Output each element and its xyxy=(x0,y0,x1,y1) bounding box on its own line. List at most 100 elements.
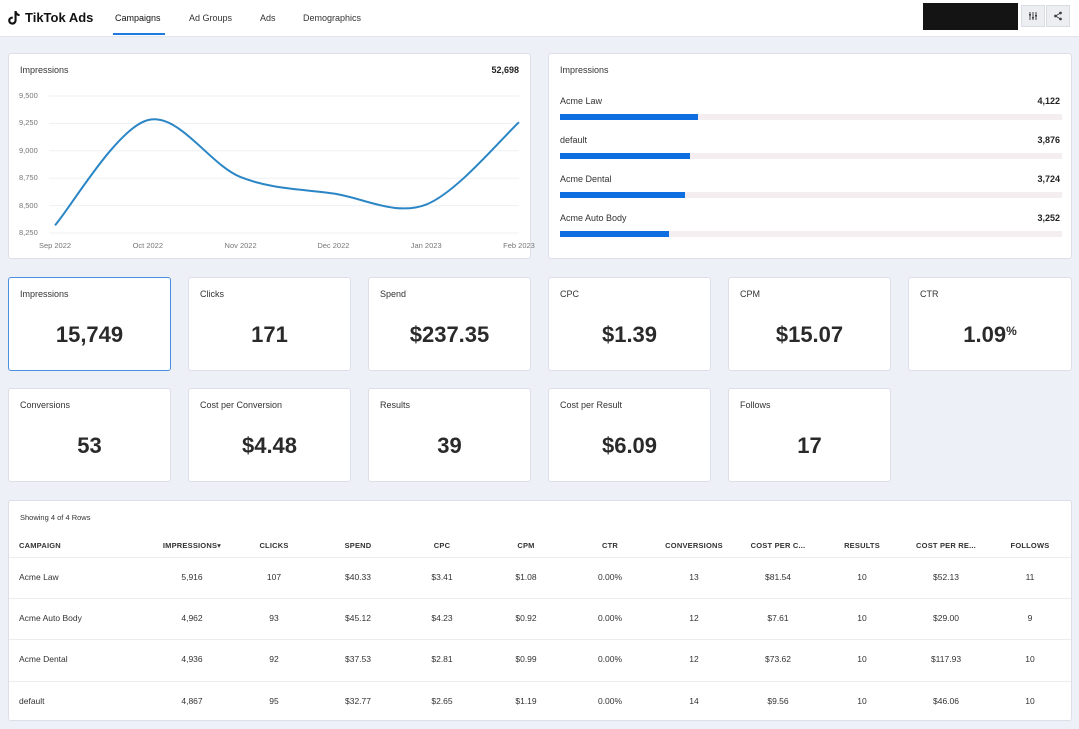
bar-label: Acme Dental xyxy=(560,174,612,184)
table-cell: $9.56 xyxy=(767,695,789,706)
metric-card-cost-per-result[interactable]: Cost per Result $6.09 xyxy=(548,388,711,482)
bar-label: Acme Law xyxy=(560,96,603,106)
header-col-cost-per-result[interactable]: COST PER RE... xyxy=(916,541,976,550)
metric-card-conversions[interactable]: Conversions 53 xyxy=(8,388,171,482)
table-cell: $7.61 xyxy=(767,613,789,624)
metric-value: 15,749 xyxy=(55,322,124,347)
table-cell: $0.99 xyxy=(515,654,537,665)
table-cell: 10 xyxy=(1025,695,1035,706)
metric-card-follows[interactable]: Follows 17 xyxy=(728,388,891,482)
x-tick-label: Sep 2022 xyxy=(38,241,72,250)
header-col-ctr[interactable]: CTR xyxy=(601,541,619,550)
tab-demographics[interactable]: Demographics xyxy=(303,13,362,23)
tab-campaigns[interactable]: Campaigns xyxy=(115,13,161,23)
metric-card-impressions[interactable]: Impressions 15,749 xyxy=(8,277,171,371)
metric-value: $1.39 xyxy=(601,322,658,347)
header-col-clicks[interactable]: CLICKS xyxy=(259,541,289,550)
table-cell: 93 xyxy=(269,613,279,624)
header-col-results[interactable]: RESULTS xyxy=(844,541,880,550)
top-bar: TikTok Ads Campaigns Ad Groups Ads Demog… xyxy=(0,0,1079,37)
bar-fill xyxy=(560,153,690,159)
chart-title: Impressions xyxy=(20,65,69,75)
campaign-name-cell[interactable]: Acme Law xyxy=(19,572,59,582)
metric-label: Cost per Result xyxy=(560,400,623,410)
active-tab-indicator xyxy=(113,33,165,35)
table-cell: $37.53 xyxy=(345,654,371,665)
table-cell: 0.00% xyxy=(597,572,623,582)
campaign-name-cell[interactable]: Acme Dental xyxy=(19,654,68,665)
header-col-campaign[interactable]: CAMPAIGN xyxy=(19,541,61,550)
bar-label: Acme Auto Body xyxy=(560,213,627,223)
metric-value: 39 xyxy=(437,433,462,458)
brand-name: TikTok Ads xyxy=(25,10,94,25)
metric-value: 53 xyxy=(77,433,102,458)
metric-label: CPC xyxy=(560,289,580,299)
metric-value: $15.07 xyxy=(775,322,844,347)
impressions-bars-card: Impressions Acme Law 4,122 default 3,876 Acm… xyxy=(548,53,1072,259)
table-cell: $2.65 xyxy=(431,695,453,706)
header-col-cpm[interactable]: CPM xyxy=(517,541,535,550)
x-tick-label: Nov 2022 xyxy=(224,241,257,250)
y-tick-label: 8,250 xyxy=(19,228,38,237)
impressions-series-line xyxy=(54,118,520,226)
metric-card-cpc[interactable]: CPC $1.39 xyxy=(548,277,711,371)
table-cell: 107 xyxy=(266,572,282,582)
metric-card-spend[interactable]: Spend $237.35 xyxy=(368,277,531,371)
bar-track xyxy=(560,114,1062,120)
header-col-cost-per-conversion[interactable]: COST PER C... xyxy=(750,541,806,550)
metric-label: CTR xyxy=(920,289,939,299)
header-col-conversions[interactable]: CONVERSIONS xyxy=(665,541,723,550)
share-button[interactable] xyxy=(1046,5,1070,27)
campaign-name-cell[interactable]: default xyxy=(19,695,45,706)
metric-label: Conversions xyxy=(20,400,71,410)
bar-track xyxy=(560,192,1062,198)
bar-value: 3,876 xyxy=(1037,135,1060,145)
metric-card-ctr[interactable]: CTR 1.09% xyxy=(908,277,1072,371)
rows-count: Showing 4 of 4 Rows xyxy=(20,513,91,522)
metric-label: Follows xyxy=(740,400,771,410)
row-divider xyxy=(9,598,1071,600)
header-col-cpc[interactable]: CPC xyxy=(433,541,451,550)
table-cell: $1.08 xyxy=(515,572,537,582)
metric-card-cost-per-conversion[interactable]: Cost per Conversion $4.48 xyxy=(188,388,351,482)
table-cell: $52.13 xyxy=(933,572,959,582)
metric-label: Impressions xyxy=(20,289,69,299)
metric-card-results[interactable]: Results 39 xyxy=(368,388,531,482)
table-cell: 10 xyxy=(857,572,867,582)
bar-fill xyxy=(560,114,698,120)
table-cell: $40.33 xyxy=(345,572,371,582)
tiktok-logo-icon xyxy=(8,10,20,25)
row-divider xyxy=(9,639,1071,641)
sliders-button[interactable] xyxy=(1021,5,1045,27)
metric-card-cpm[interactable]: CPM $15.07 xyxy=(728,277,891,371)
sliders-icon xyxy=(1029,12,1037,20)
metric-value: 1.09% xyxy=(909,322,1071,348)
metric-label: Results xyxy=(380,400,411,410)
chart-total: 52,698 xyxy=(491,65,519,75)
table-cell: 10 xyxy=(857,613,867,624)
redacted-block xyxy=(923,3,1018,30)
table-cell: 11 xyxy=(1025,572,1035,582)
metric-card-clicks[interactable]: Clicks 171 xyxy=(188,277,351,371)
x-tick-label: Oct 2022 xyxy=(132,241,164,250)
table-cell: 10 xyxy=(857,654,867,665)
tab-ads[interactable]: Ads xyxy=(260,13,276,23)
y-tick-label: 9,500 xyxy=(19,91,38,100)
y-tick-label: 8,500 xyxy=(19,200,38,210)
header-col-impressions[interactable]: IMPRESSIONS▾ xyxy=(162,541,222,550)
table-cell: 10 xyxy=(857,695,867,706)
table-cell: 95 xyxy=(269,695,279,706)
table-cell: $3.41 xyxy=(431,572,453,582)
metric-value: 17 xyxy=(797,433,822,458)
header-col-follows[interactable]: FOLLOWS xyxy=(1010,541,1050,550)
impressions-line-chart-card: Impressions 52,698 9,500 9,250 9,000 8,750 8… xyxy=(8,53,535,259)
impressions-line-chart xyxy=(49,95,520,234)
header-col-spend[interactable]: SPEND xyxy=(344,541,372,550)
table-cell: $0.92 xyxy=(515,613,537,624)
x-tick-label: Feb 2023 xyxy=(503,241,535,250)
brand: TikTok Ads xyxy=(8,10,93,25)
campaign-name-cell[interactable]: Acme Auto Body xyxy=(19,613,82,624)
table-cell: $117.93 xyxy=(930,654,962,665)
tab-ad-groups[interactable]: Ad Groups xyxy=(189,13,233,23)
bar-label: default xyxy=(560,135,588,145)
